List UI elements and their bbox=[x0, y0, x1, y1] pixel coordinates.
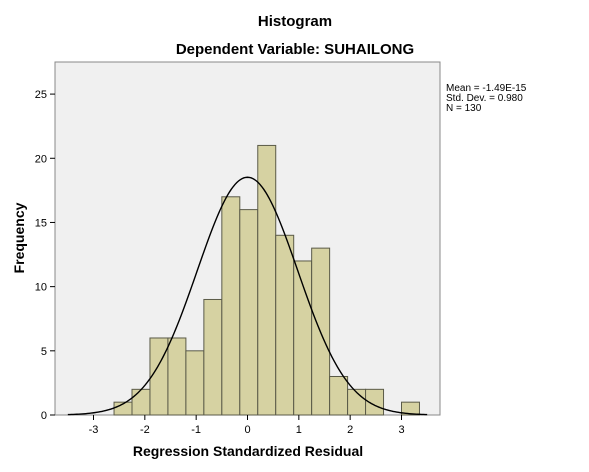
stat-mean: Mean = -1.49E-15 bbox=[446, 83, 527, 94]
histogram-bar bbox=[185, 350, 205, 416]
histogram-bar bbox=[329, 375, 349, 416]
chart-title: Histogram bbox=[258, 13, 332, 30]
x-tick-label: 0 bbox=[244, 424, 250, 436]
y-tick-label: 10 bbox=[35, 282, 47, 294]
histogram-bar bbox=[401, 401, 420, 416]
histogram-bar bbox=[221, 196, 241, 416]
y-tick-label: 20 bbox=[35, 153, 47, 165]
normal-curve bbox=[67, 176, 428, 416]
x-tick-label: 1 bbox=[296, 424, 302, 436]
y-tick-label: 0 bbox=[41, 410, 47, 422]
histogram-bar bbox=[203, 298, 223, 416]
stat-n: N = 130 bbox=[446, 103, 482, 114]
histogram-bar bbox=[149, 337, 169, 416]
histogram-bar bbox=[167, 337, 187, 416]
stat-std-dev: Std. Dev. = 0.980 bbox=[446, 93, 523, 104]
histogram-bar bbox=[239, 209, 259, 416]
y-tick-label: 25 bbox=[35, 89, 47, 101]
x-tick-label: 3 bbox=[398, 424, 404, 436]
y-axis-label: Frequency bbox=[11, 202, 27, 273]
x-tick-label: -3 bbox=[89, 424, 99, 436]
histogram-bar bbox=[275, 234, 295, 416]
histogram-bar bbox=[131, 388, 151, 416]
chart-subtitle: Dependent Variable: SUHAILONG bbox=[176, 41, 414, 58]
x-tick-label: -2 bbox=[140, 424, 150, 436]
x-axis-label: Regression Standardized Residual bbox=[133, 443, 363, 459]
histogram-bar bbox=[365, 388, 385, 416]
x-tick-label: 2 bbox=[347, 424, 353, 436]
y-tick-label: 5 bbox=[41, 346, 47, 358]
y-tick-label: 15 bbox=[35, 217, 47, 229]
x-tick-label: -1 bbox=[191, 424, 201, 436]
